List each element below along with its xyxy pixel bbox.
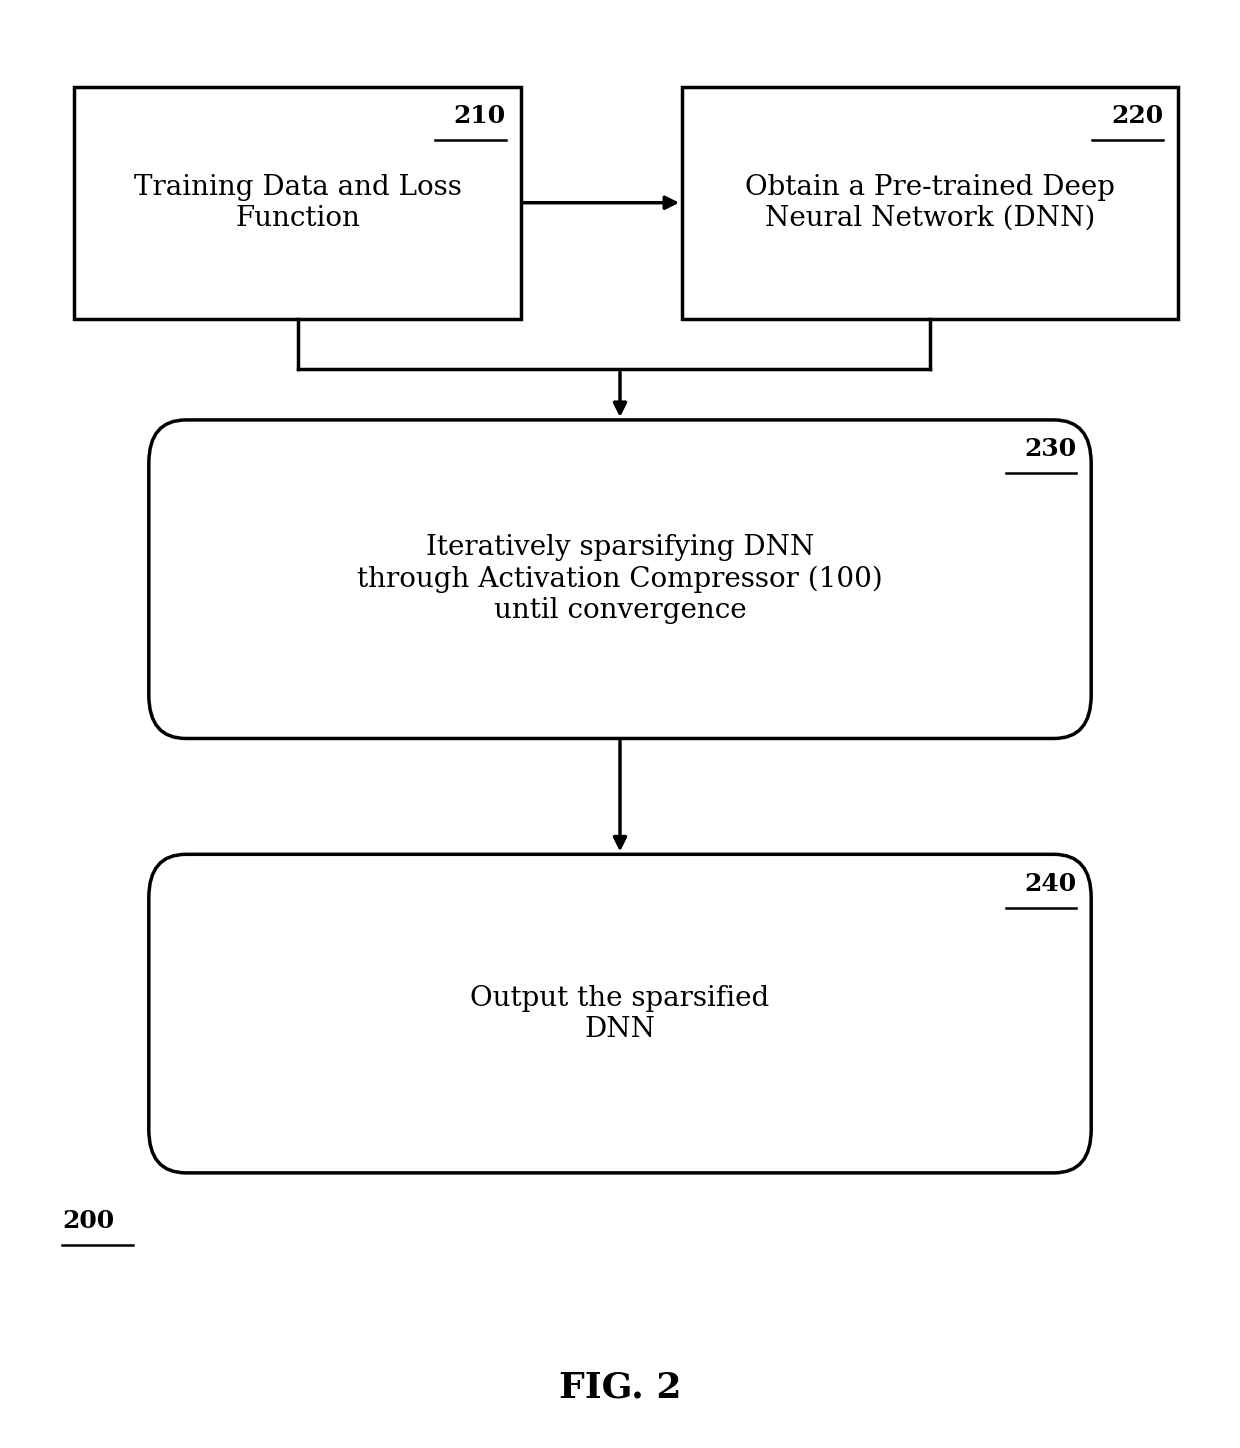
- FancyBboxPatch shape: [682, 87, 1178, 319]
- Text: FIG. 2: FIG. 2: [559, 1371, 681, 1405]
- Text: Output the sparsified
DNN: Output the sparsified DNN: [470, 985, 770, 1043]
- FancyBboxPatch shape: [149, 420, 1091, 738]
- Text: 230: 230: [1024, 437, 1076, 462]
- Text: Iteratively sparsifying DNN
through Activation Compressor (100)
until convergenc: Iteratively sparsifying DNN through Acti…: [357, 534, 883, 624]
- Text: 200: 200: [62, 1209, 114, 1234]
- FancyBboxPatch shape: [74, 87, 521, 319]
- FancyBboxPatch shape: [149, 854, 1091, 1173]
- Text: Obtain a Pre-trained Deep
Neural Network (DNN): Obtain a Pre-trained Deep Neural Network…: [745, 174, 1115, 232]
- Text: 210: 210: [454, 104, 506, 129]
- Text: 240: 240: [1024, 872, 1076, 896]
- Text: 220: 220: [1111, 104, 1163, 129]
- Text: Training Data and Loss
Function: Training Data and Loss Function: [134, 174, 461, 232]
